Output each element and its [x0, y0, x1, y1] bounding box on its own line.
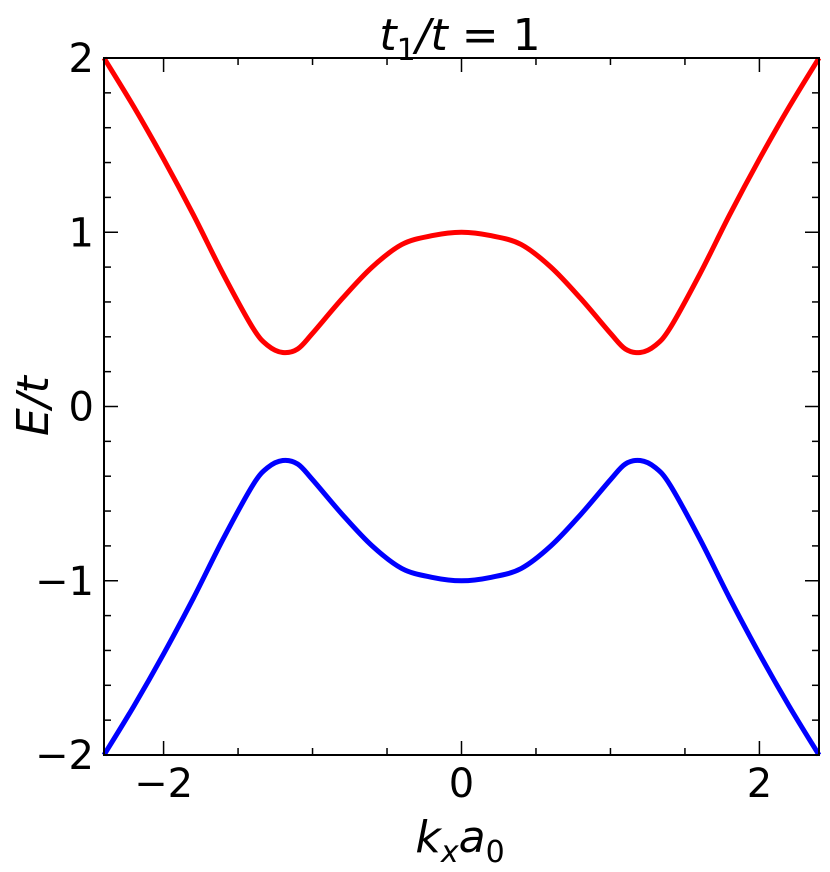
y-tick-label: 2 — [69, 36, 94, 82]
lower-band-line — [101, 457, 822, 757]
y-tick-label: −2 — [35, 733, 94, 779]
plot-frame — [103, 57, 820, 756]
x-tick-label: 2 — [747, 761, 772, 807]
series-group — [101, 56, 822, 757]
y-axis-label: E/t — [8, 374, 59, 436]
x-axis-label: kxa0 — [415, 812, 504, 870]
x-tick-label: −2 — [134, 761, 193, 807]
tick-labels-group: −2 0 2 −2 −1 0 1 2 — [35, 36, 772, 807]
chart-title: t1/t = 1 — [379, 10, 540, 68]
x-tick-label: 0 — [449, 761, 474, 807]
y-tick-label: 0 — [69, 385, 94, 431]
y-tick-label: −1 — [35, 559, 94, 605]
y-tick-label: 1 — [69, 210, 94, 256]
ticks-group — [104, 57, 819, 756]
upper-band-line — [101, 56, 822, 356]
